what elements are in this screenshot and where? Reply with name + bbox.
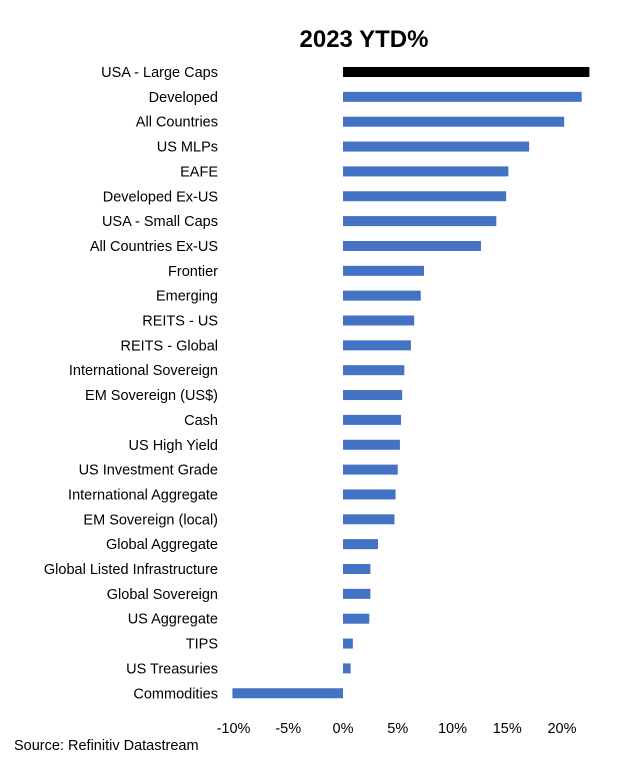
bar-commodities	[232, 688, 343, 699]
bar-global-sovereign	[343, 588, 371, 599]
bar-us-aggregate	[343, 613, 370, 624]
category-label-usa-small-caps: USA - Small Caps	[102, 214, 218, 230]
category-label-eafe: EAFE	[180, 164, 218, 180]
bar-all-countries	[343, 116, 565, 127]
bar-reits-us	[343, 315, 415, 326]
category-label-usa-large-caps: USA - Large Caps	[101, 65, 218, 81]
category-label-emerging: Emerging	[156, 289, 218, 305]
category-label-em-sovereign-local: EM Sovereign (local)	[83, 512, 218, 528]
x-tick-label: 15%	[493, 721, 522, 737]
category-label-us-mlps: US MLPs	[157, 140, 218, 156]
bar-international-aggregate	[343, 489, 396, 500]
x-tick-label: 20%	[547, 721, 576, 737]
category-label-frontier: Frontier	[168, 264, 218, 280]
category-label-developed-ex-us: Developed Ex-US	[103, 189, 218, 205]
chart-title: 2023 YTD%	[300, 26, 429, 53]
bars	[232, 67, 590, 699]
category-label-us-aggregate: US Aggregate	[128, 612, 218, 628]
category-labels: USA - Large Caps Developed All Countries US…	[44, 65, 218, 702]
category-label-cash: Cash	[184, 413, 218, 429]
bar-global-listed-infrastructure	[343, 564, 371, 574]
bar-international-sovereign	[343, 365, 405, 376]
bar-cash	[343, 414, 402, 425]
bar-frontier	[343, 265, 425, 276]
bar-developed	[343, 91, 582, 102]
category-label-global-listed-infrastructure: Global Listed Infrastructure	[44, 562, 218, 578]
category-label-tips: TIPS	[186, 637, 218, 653]
bar-usa-small-caps	[343, 216, 497, 227]
x-tick-label: -5%	[275, 721, 301, 737]
category-label-reits-global: REITS - Global	[121, 338, 219, 354]
bar-us-treasuries	[343, 663, 351, 674]
category-label-all-countries-ex-us: All Countries Ex-US	[90, 239, 218, 255]
bar-reits-global	[343, 340, 411, 351]
category-label-all-countries: All Countries	[136, 115, 218, 131]
bar-eafe	[343, 166, 509, 177]
category-label-global-sovereign: Global Sovereign	[107, 587, 218, 603]
category-label-us-investment-grade: US Investment Grade	[79, 463, 218, 479]
category-label-international-sovereign: International Sovereign	[69, 363, 218, 379]
bar-us-mlps	[343, 141, 530, 152]
category-label-developed: Developed	[149, 90, 218, 106]
bar-global-aggregate	[343, 539, 379, 550]
bar-em-sovereign-local	[343, 514, 395, 525]
category-label-us-treasuries: US Treasuries	[126, 661, 218, 677]
bar-us-investment-grade	[343, 464, 398, 475]
bar-tips	[343, 638, 353, 649]
x-tick-label: 10%	[438, 721, 467, 737]
x-tick-label: 5%	[387, 721, 408, 737]
category-label-em-sovereign-us: EM Sovereign (US$)	[85, 388, 218, 404]
category-label-international-aggregate: International Aggregate	[68, 487, 218, 503]
bar-us-high-yield	[343, 439, 400, 450]
source-note: Source: Refinitiv Datastream	[14, 738, 199, 754]
bar-usa-large-caps	[343, 67, 590, 77]
category-label-global-aggregate: Global Aggregate	[106, 537, 218, 553]
bar-emerging	[343, 290, 421, 301]
category-label-us-high-yield: US High Yield	[129, 438, 218, 454]
bar-em-sovereign-us	[343, 390, 403, 401]
x-axis-ticks: -10% -5% 0% 5% 10% 15% 20%	[217, 721, 577, 737]
bar-developed-ex-us	[343, 191, 507, 202]
category-label-commodities: Commodities	[133, 686, 218, 702]
x-tick-label: 0%	[333, 721, 354, 737]
x-tick-label: -10%	[217, 721, 251, 737]
bar-all-countries-ex-us	[343, 240, 481, 251]
category-label-reits-us: REITS - US	[142, 314, 218, 330]
